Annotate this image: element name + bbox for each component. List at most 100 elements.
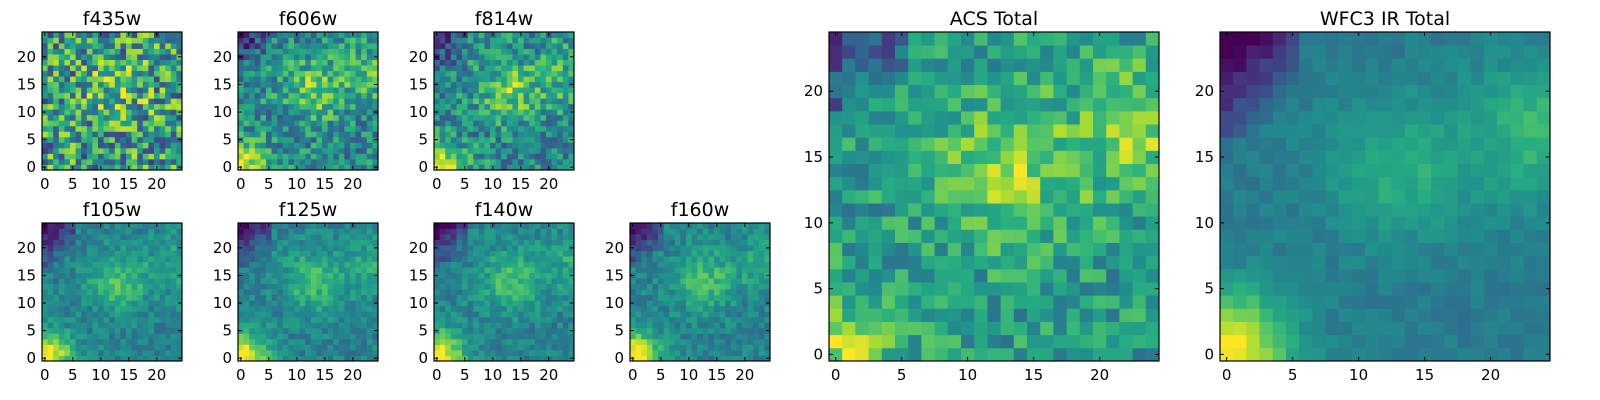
heatmap-cell [895, 347, 909, 362]
heatmap-cell [243, 43, 250, 49]
heatmap-cell [518, 272, 524, 279]
heatmap-cell [310, 147, 317, 154]
heatmap-cell [159, 59, 166, 66]
heatmap-cell [658, 305, 664, 312]
heatmap-cell [630, 228, 636, 235]
heatmap-cell [260, 142, 267, 149]
x-tick-label: 15 [119, 175, 138, 193]
heatmap-cell [725, 338, 732, 345]
heatmap-cell [506, 87, 513, 94]
heatmap-cell [546, 153, 552, 160]
heatmap-cell [310, 81, 317, 88]
heatmap-cell [131, 158, 138, 165]
heatmap-cell [42, 65, 48, 72]
heatmap-cell [630, 311, 636, 318]
heatmap-cell [131, 300, 138, 307]
heatmap-cell [350, 311, 356, 318]
heatmap-cell [736, 300, 743, 307]
heatmap-cell [176, 103, 183, 110]
heatmap-cell [961, 308, 975, 322]
heatmap-cell [53, 87, 60, 94]
heatmap-cell [159, 76, 166, 83]
heatmap-cell [70, 250, 76, 257]
heatmap-cell [288, 147, 295, 154]
heatmap-cell [445, 223, 452, 229]
heatmap-cell [137, 87, 144, 94]
heatmap-cell [702, 234, 709, 240]
heatmap-cell [154, 103, 160, 110]
heatmap-cell [478, 349, 485, 356]
heatmap-cell [137, 131, 144, 138]
heatmap-cell [495, 289, 502, 296]
heatmap-cell [131, 32, 138, 38]
heatmap-cell [75, 355, 82, 362]
heatmap-cell [987, 242, 1001, 257]
heatmap-cell [512, 267, 519, 274]
x-tick-label: 0 [236, 366, 246, 384]
heatmap-cell [714, 316, 720, 323]
heatmap-cell [333, 114, 340, 121]
heatmap-cell [439, 256, 446, 263]
heatmap-cell [484, 70, 491, 77]
heatmap-cell [742, 228, 748, 235]
heatmap-cell [730, 256, 737, 263]
heatmap-cell [1079, 321, 1094, 336]
heatmap-cell [47, 70, 54, 77]
heatmap-cell [271, 311, 278, 318]
heatmap-cell [730, 228, 737, 235]
heatmap-cell [98, 43, 104, 49]
heatmap-cell [86, 147, 93, 154]
heatmap-cell [635, 245, 642, 251]
heatmap-cell [462, 250, 468, 257]
heatmap-cell [551, 103, 558, 110]
heatmap-cell [546, 311, 552, 318]
y-tick-label: 5 [418, 322, 428, 340]
heatmap-cell [243, 223, 250, 229]
heatmap-cell [1119, 282, 1133, 296]
heatmap-cell [126, 300, 132, 307]
heatmap-cell [484, 344, 491, 351]
heatmap-cell [652, 355, 659, 362]
heatmap-cell [120, 142, 127, 149]
heatmap-cell [75, 256, 82, 263]
heatmap-cell [53, 283, 60, 290]
heatmap-cell [277, 43, 284, 49]
heatmap-cell [1053, 189, 1067, 204]
heatmap-cell [495, 142, 502, 149]
heatmap-cell [249, 109, 256, 116]
heatmap-cell [523, 59, 530, 66]
heatmap-cell [540, 239, 547, 246]
heatmap-cell [641, 239, 648, 246]
heatmap-cell [829, 229, 843, 243]
heatmap-cell [361, 305, 368, 312]
heatmap-cell [249, 338, 256, 345]
heatmap-cell [534, 37, 541, 44]
heatmap-cell [120, 228, 127, 235]
heatmap-cell [742, 294, 748, 301]
heatmap-cell [310, 283, 317, 290]
heatmap-cell [338, 164, 345, 171]
panel-title: f814w [475, 8, 534, 30]
heatmap-cells [434, 32, 575, 171]
heatmap-cell [137, 261, 144, 268]
heatmap-cell [260, 70, 267, 77]
heatmap-cell [753, 355, 760, 362]
heatmap-cell [506, 54, 513, 60]
heatmap-cell [154, 327, 160, 334]
heatmap-cell [669, 256, 676, 263]
heatmap-cell [697, 283, 704, 290]
heatmap-cell [327, 311, 334, 318]
heatmap-cell [680, 278, 687, 285]
heatmap-cell [277, 81, 284, 88]
heatmap-cell [495, 87, 502, 94]
heatmap-cell [322, 305, 328, 312]
heatmap-cell [467, 223, 474, 229]
heatmap-cell [478, 327, 485, 334]
heatmap-cell [159, 327, 166, 334]
heatmap-cell [546, 349, 552, 356]
heatmap-cell [540, 131, 547, 138]
heatmap-cell [697, 349, 704, 356]
heatmap-cell [176, 228, 183, 235]
heatmap-cell [630, 305, 636, 312]
heatmap-cell [742, 256, 748, 263]
